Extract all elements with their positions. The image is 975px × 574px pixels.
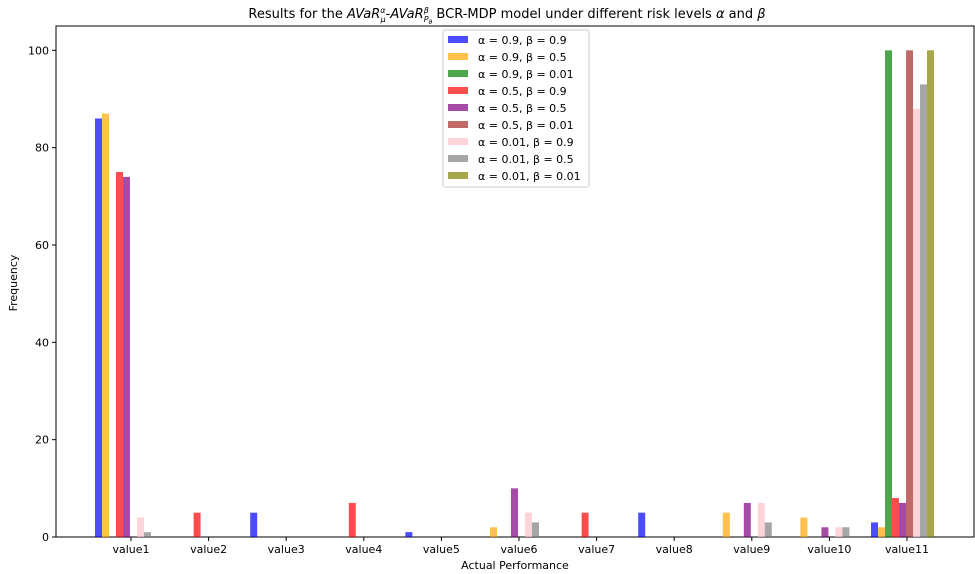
bar-value11-series-2	[878, 527, 885, 537]
bar-value6-series-8	[532, 522, 539, 537]
y-tick-label: 80	[35, 142, 49, 155]
x-axis-label: Actual Performance	[461, 559, 569, 572]
legend: α = 0.9, β = 0.9 α = 0.9, β = 0.5 α = 0.9,…	[442, 29, 590, 188]
legend-box	[442, 29, 590, 188]
x-tick-label-value1: value1	[112, 543, 149, 556]
y-tick-label: 20	[35, 434, 49, 447]
x-tick-label-value5: value5	[423, 543, 460, 556]
legend-swatch	[448, 155, 468, 162]
bar-value9-series-5	[743, 502, 751, 537]
x-tick-label-value11: value11	[885, 543, 929, 556]
legend-swatch	[448, 87, 468, 94]
bar-value9-series-2	[722, 512, 730, 537]
legend-entry: α = 0.9, β = 0.5	[478, 51, 567, 64]
bar-value4-series-4	[348, 502, 356, 537]
bar-value6-series-5	[511, 488, 518, 537]
bar-value5-series-1	[405, 532, 413, 537]
bar-value10-series-7	[835, 527, 843, 537]
y-tick-label: 40	[35, 336, 49, 349]
bar-value10-series-5	[821, 527, 829, 537]
legend-entry: α = 0.01, β = 0.01	[478, 170, 581, 183]
bar-value8-series-1	[638, 512, 646, 537]
bar-value1-series-1	[95, 118, 102, 537]
y-tick-label: 100	[28, 44, 49, 57]
bar-value6-series-7	[525, 512, 532, 537]
y-tick-label: 0	[42, 531, 49, 544]
x-tick-label-value6: value6	[500, 543, 537, 556]
y-tick-label: 60	[35, 239, 49, 252]
legend-entry: α = 0.9, β = 0.01	[478, 68, 574, 81]
y-axis-ticks: 0 20 40 60 80 100	[28, 44, 56, 544]
bar-value9-series-8	[764, 522, 772, 537]
bar-value11-series-3	[885, 50, 892, 537]
chart-title: Results for the AVaRα μ-AVaRβ Pθ BCR-MDP m…	[248, 6, 765, 26]
legend-swatch	[448, 36, 468, 43]
bars-group	[95, 50, 934, 538]
legend-swatch	[448, 121, 468, 128]
bar-value11-series-1	[871, 522, 878, 537]
x-tick-label-value4: value4	[345, 543, 382, 556]
legend-entry: α = 0.5, β = 0.9	[478, 85, 567, 98]
bar-value1-series-2	[102, 113, 109, 537]
bar-value11-series-4	[892, 498, 899, 537]
x-tick-label-value2: value2	[190, 543, 227, 556]
bar-value10-series-2	[800, 517, 808, 537]
legend-swatch	[448, 70, 468, 77]
bar-value11-series-6	[906, 50, 913, 537]
bar-value11-series-8	[920, 84, 927, 538]
legend-swatch	[448, 172, 468, 179]
bar-value1-series-5	[123, 176, 130, 537]
x-axis-ticks: value1 value2 value3 value4 value5 value6 valu…	[112, 537, 929, 556]
y-axis-label: Frequency	[7, 254, 20, 311]
bar-value11-series-7	[913, 108, 920, 537]
x-tick-label-value3: value3	[268, 543, 305, 556]
bar-value7-series-4	[581, 512, 589, 537]
legend-entry: α = 0.5, β = 0.01	[478, 119, 574, 132]
bar-value3-series-1	[250, 512, 258, 537]
bar-value11-series-9	[927, 50, 934, 537]
x-tick-label-value10: value10	[807, 543, 851, 556]
legend-entry: α = 0.01, β = 0.9	[478, 136, 574, 149]
x-tick-label-value7: value7	[578, 543, 615, 556]
legend-entry: α = 0.9, β = 0.9	[478, 34, 567, 47]
bar-value10-series-8	[842, 527, 850, 537]
legend-swatch	[448, 138, 468, 145]
bar-value11-series-5	[899, 502, 906, 537]
legend-swatch	[448, 53, 468, 60]
legend-entry: α = 0.5, β = 0.5	[478, 102, 567, 115]
bar-value1-series-8	[144, 532, 151, 537]
x-tick-label-value9: value9	[733, 543, 770, 556]
bar-value1-series-4	[116, 172, 123, 537]
legend-entry: α = 0.01, β = 0.5	[478, 153, 574, 166]
x-tick-label-value8: value8	[656, 543, 693, 556]
bar-value2-series-4	[193, 512, 201, 537]
bar-value9-series-7	[757, 502, 765, 537]
legend-swatch	[448, 104, 468, 111]
bar-value6-series-2	[490, 527, 497, 537]
bar-value1-series-7	[137, 517, 144, 537]
